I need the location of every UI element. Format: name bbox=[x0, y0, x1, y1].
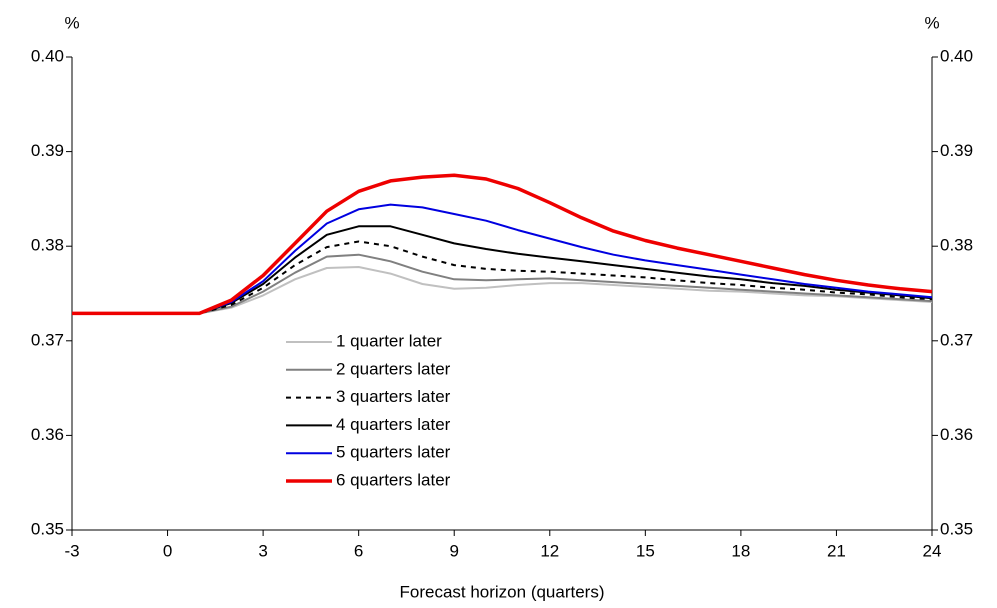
x-tick-label: 24 bbox=[923, 541, 942, 560]
y-tick-label: 0.39 bbox=[31, 141, 64, 160]
x-tick-label: 3 bbox=[258, 541, 267, 560]
x-tick-label: 9 bbox=[449, 541, 458, 560]
y2-tick-label: 0.38 bbox=[940, 236, 973, 255]
series-line bbox=[72, 173, 933, 316]
y2-tick-label: 0.35 bbox=[940, 519, 973, 538]
legend-label: 3 quarters later bbox=[336, 387, 451, 406]
y2-tick-label: 0.40 bbox=[940, 46, 973, 65]
x-tick-label: 12 bbox=[540, 541, 559, 560]
y2-tick-label: 0.36 bbox=[940, 425, 973, 444]
y-tick-label: 0.36 bbox=[31, 425, 64, 444]
x-tick-label: 6 bbox=[354, 541, 363, 560]
x-tick-label: 21 bbox=[827, 541, 846, 560]
x-axis-title: Forecast horizon (quarters) bbox=[399, 582, 604, 601]
x-tick-label: 15 bbox=[636, 541, 655, 560]
legend-label: 6 quarters later bbox=[336, 470, 451, 489]
legend-label: 1 quarter later bbox=[336, 331, 442, 350]
x-tick-label: 0 bbox=[163, 541, 172, 560]
legend-label: 2 quarters later bbox=[336, 359, 451, 378]
legend-label: 4 quarters later bbox=[336, 415, 451, 434]
y2-tick-label: 0.37 bbox=[940, 330, 973, 349]
y2-tick-label: 0.39 bbox=[940, 141, 973, 160]
y-tick-label: 0.35 bbox=[31, 519, 64, 538]
y-tick-label: 0.37 bbox=[31, 330, 64, 349]
y2-axis-unit: % bbox=[924, 13, 939, 32]
series-line bbox=[72, 203, 933, 315]
x-tick-label: 18 bbox=[731, 541, 750, 560]
y-tick-label: 0.40 bbox=[31, 46, 64, 65]
x-tick-label: -3 bbox=[64, 541, 79, 560]
legend-label: 5 quarters later bbox=[336, 443, 451, 462]
y-axis-unit: % bbox=[64, 13, 79, 32]
y-tick-label: 0.38 bbox=[31, 236, 64, 255]
